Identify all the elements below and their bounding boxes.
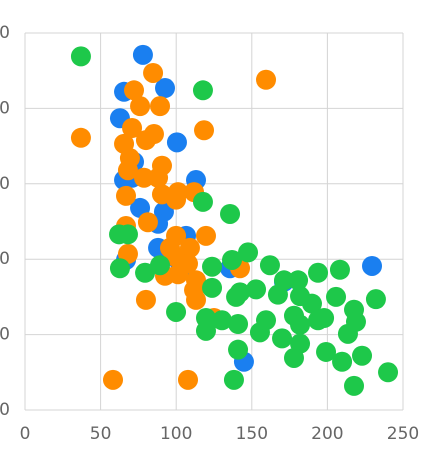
point bbox=[117, 160, 138, 181]
x-tick-label: 100 bbox=[160, 424, 192, 444]
point bbox=[362, 255, 383, 276]
point bbox=[150, 255, 171, 276]
y-tick-label: 0 bbox=[0, 400, 10, 420]
point bbox=[155, 78, 176, 99]
point bbox=[256, 69, 277, 90]
point bbox=[314, 308, 335, 329]
x-tick-label: 50 bbox=[90, 424, 112, 444]
point bbox=[223, 369, 244, 390]
point bbox=[308, 262, 329, 283]
point bbox=[345, 311, 366, 332]
labels: 0 50 100 150 200 250 0 10 20 30 40 50 bbox=[0, 23, 419, 444]
point bbox=[228, 314, 249, 335]
point bbox=[220, 203, 241, 224]
point bbox=[228, 339, 249, 360]
point bbox=[344, 375, 365, 396]
point bbox=[143, 62, 164, 83]
point bbox=[135, 289, 156, 310]
points bbox=[70, 44, 399, 396]
point bbox=[272, 328, 293, 349]
point bbox=[132, 44, 153, 65]
y-tick-label: 40 bbox=[0, 98, 10, 118]
point bbox=[109, 258, 130, 279]
point bbox=[135, 262, 156, 283]
point bbox=[192, 80, 213, 101]
point bbox=[177, 369, 198, 390]
point bbox=[202, 277, 223, 298]
point bbox=[70, 46, 91, 67]
point bbox=[130, 96, 151, 117]
x-tick-label: 250 bbox=[387, 424, 419, 444]
point bbox=[195, 320, 216, 341]
point bbox=[195, 225, 216, 246]
point bbox=[148, 167, 169, 188]
point bbox=[238, 242, 259, 263]
point bbox=[166, 301, 187, 322]
point bbox=[150, 96, 171, 117]
point bbox=[365, 289, 386, 310]
point bbox=[102, 369, 123, 390]
x-tick-label: 150 bbox=[236, 424, 268, 444]
point bbox=[326, 286, 347, 307]
point bbox=[135, 130, 156, 151]
point bbox=[194, 120, 215, 141]
x-tick-label: 0 bbox=[20, 424, 31, 444]
point bbox=[316, 341, 337, 362]
point bbox=[116, 185, 137, 206]
point bbox=[259, 255, 280, 276]
point bbox=[117, 224, 138, 245]
point bbox=[230, 282, 251, 303]
y-tick-label: 10 bbox=[0, 325, 10, 345]
point bbox=[352, 345, 373, 366]
y-tick-label: 50 bbox=[0, 23, 10, 43]
point bbox=[192, 191, 213, 212]
point bbox=[166, 189, 187, 210]
point bbox=[332, 351, 353, 372]
point bbox=[70, 127, 91, 148]
point bbox=[137, 212, 158, 233]
point bbox=[329, 259, 350, 280]
point bbox=[186, 289, 207, 310]
point bbox=[301, 293, 322, 314]
x-tick-label: 200 bbox=[311, 424, 343, 444]
point bbox=[288, 270, 309, 291]
point bbox=[246, 279, 267, 300]
point bbox=[378, 362, 399, 383]
point bbox=[133, 167, 154, 188]
point bbox=[202, 256, 223, 277]
point bbox=[267, 284, 288, 305]
point bbox=[177, 253, 198, 274]
point bbox=[122, 118, 143, 139]
point bbox=[212, 310, 233, 331]
y-tick-label: 20 bbox=[0, 249, 10, 269]
point bbox=[283, 347, 304, 368]
point bbox=[290, 314, 311, 335]
point bbox=[256, 310, 277, 331]
point bbox=[221, 249, 242, 270]
point bbox=[124, 80, 145, 101]
point bbox=[166, 132, 187, 153]
y-tick-label: 30 bbox=[0, 174, 10, 194]
point bbox=[179, 237, 200, 258]
